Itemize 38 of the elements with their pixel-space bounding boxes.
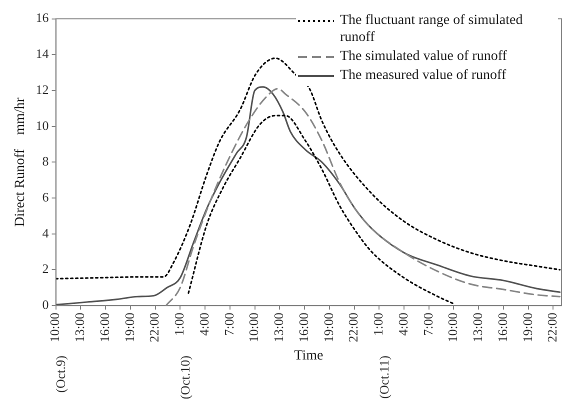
x-tick-label: 16:00 [494, 312, 510, 342]
y-tick-label: 14 [36, 46, 50, 62]
y-axis-title: Direct Runoff mm/hr [13, 97, 28, 227]
x-tick-label: 7:00 [221, 312, 236, 336]
x-tick-label: 4:00 [395, 312, 410, 336]
y-tick-label: 4 [42, 225, 50, 240]
y-tick-label: 0 [42, 297, 49, 312]
y-tick-label: 8 [42, 154, 49, 169]
x-tick-label: 22:00 [146, 312, 162, 342]
x-tick-label: 16:00 [296, 312, 311, 342]
x-tick-label: 19:00 [520, 312, 535, 342]
x-tick-label: 1:00 [172, 312, 187, 336]
x-tick-label: 13:00 [72, 312, 88, 342]
x-tick-label: 7:00 [420, 312, 436, 336]
x-tick-label: 13:00 [470, 312, 486, 342]
y-tick-label: 16 [36, 10, 50, 26]
x-tick-label: 22:00 [544, 312, 560, 342]
x-tick-label: 1:00 [370, 312, 386, 336]
y-tick-label: 6 [42, 189, 50, 204]
legend-label: The measured value of runoff [340, 67, 506, 84]
x-tick-label: 10:00 [246, 312, 262, 342]
x-axis-title: Time [294, 348, 324, 364]
legend-label: The simulated value of runoff [340, 48, 507, 65]
x-tick-label: 16:00 [96, 312, 112, 342]
legend-label: The fluctuant range of simulated runoff [340, 12, 524, 46]
x-tick-label: 10:00 [47, 312, 62, 342]
x-tick-label: 4:00 [196, 312, 212, 336]
text: (Oct.10) [178, 356, 193, 400]
x-tick-label: 22:00 [346, 312, 361, 342]
x-tick-label: 13:00 [271, 312, 286, 342]
text: (Oct.11) [376, 356, 392, 399]
y-tick-label: 12 [36, 82, 49, 97]
x-tick-label: 10:00 [445, 312, 460, 342]
x-tick-label: 19:00 [122, 312, 137, 342]
text: (Oct.9) [53, 356, 68, 393]
x-tick-label: 19:00 [320, 312, 336, 342]
y-tick-label: 2 [42, 261, 49, 276]
y-tick-label: 10 [36, 118, 49, 133]
